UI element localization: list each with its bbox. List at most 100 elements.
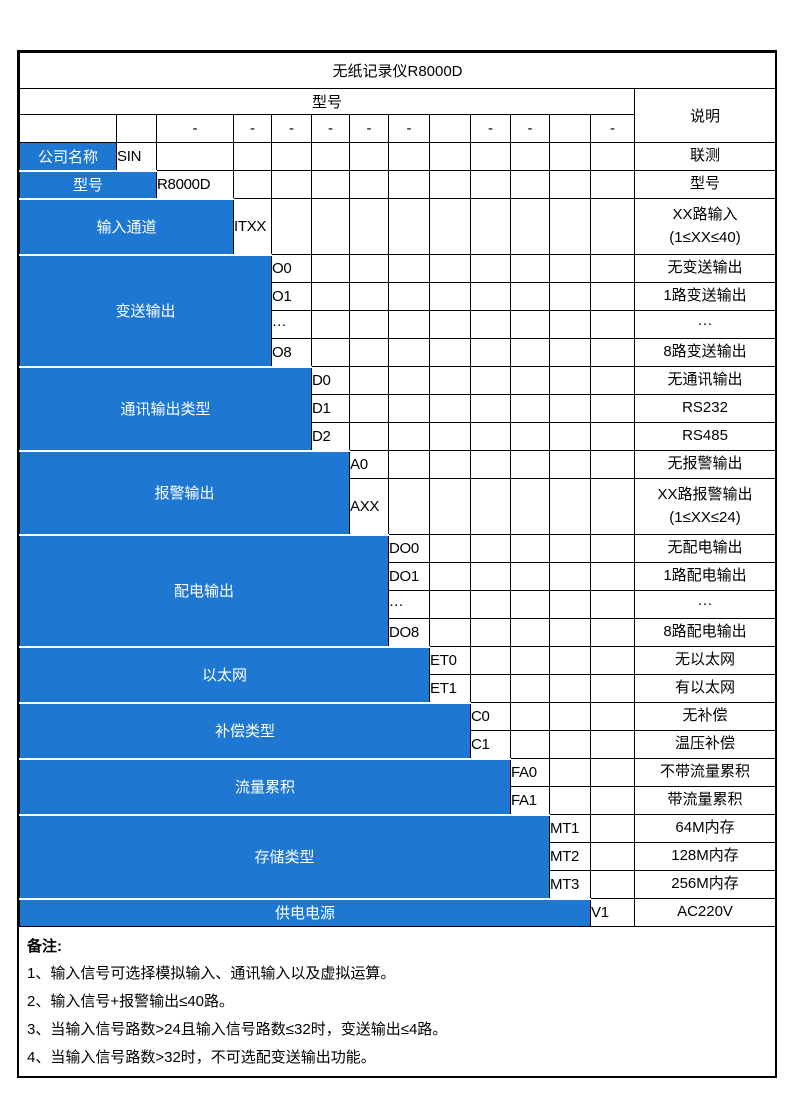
empty-cell	[590, 562, 635, 591]
empty-cell	[429, 450, 471, 479]
empty-cell	[233, 170, 272, 199]
empty-cell	[470, 590, 511, 619]
table-row: 流量累积 FA0 不带流量累积	[19, 757, 777, 815]
empty-cell	[590, 870, 635, 899]
empty-cell	[429, 590, 471, 619]
empty-cell	[271, 170, 312, 199]
empty-cell	[429, 562, 471, 591]
notes-title: 备注:	[27, 938, 62, 955]
table-row: 型号 说明	[19, 88, 777, 143]
section-label: 存储类型	[19, 813, 550, 899]
desc-cell: XX路输入 (1≤XX≤40)	[633, 198, 777, 255]
table-row: 配电输出 DO0 无配电输出	[19, 533, 777, 647]
table-row: D2 RS485	[20, 422, 777, 451]
empty-cell	[590, 422, 635, 451]
empty-cell	[549, 562, 591, 591]
empty-cell	[549, 758, 591, 787]
section-label: 型号	[19, 169, 157, 199]
empty-cell	[510, 198, 550, 255]
empty-cell	[429, 282, 471, 311]
empty-cell	[510, 142, 550, 171]
empty-cell	[510, 646, 550, 675]
empty-cell	[470, 618, 511, 647]
desc-cell: 8路配电输出	[633, 618, 777, 647]
dash-cell: -	[233, 114, 272, 143]
table-row: 报警输出 A0 无报警输出	[19, 449, 777, 535]
empty-cell	[470, 142, 511, 171]
empty-cell	[510, 450, 550, 479]
empty-cell	[510, 170, 550, 199]
empty-cell	[549, 786, 591, 815]
empty-cell	[470, 562, 511, 591]
empty-cell	[429, 534, 471, 563]
empty-cell	[590, 842, 635, 871]
spec-sheet: 无纸记录仪R8000D 型号 说明 - - - - - - - - - 公司名称 SIN 联测 型号 R8000…	[17, 50, 777, 1078]
empty-cell	[349, 366, 389, 395]
empty-cell	[510, 702, 550, 731]
empty-cell	[388, 450, 430, 479]
empty-cell	[311, 282, 350, 311]
section-label: 补偿类型	[19, 701, 471, 759]
empty-cell	[388, 478, 430, 535]
empty-cell	[429, 422, 471, 451]
table-row: 供电电源 V1 AC220V	[19, 897, 777, 927]
table-body: 无纸记录仪R8000D 型号 说明 - - - - - - - - - 公司名称 SIN 联测 型号 R8000…	[18, 52, 777, 927]
section-label: 配电输出	[19, 533, 389, 647]
empty-cell	[311, 198, 350, 255]
code-cell: A0	[349, 450, 389, 479]
empty-cell	[388, 254, 430, 283]
code-cell: ···	[271, 310, 312, 339]
section-label: 供电电源	[19, 897, 591, 927]
empty-cell	[510, 478, 550, 535]
empty-cell	[590, 366, 635, 395]
empty-cell	[388, 282, 430, 311]
empty-cell	[549, 254, 591, 283]
table-row: 以太网 ET0 无以太网	[19, 645, 777, 703]
table-row: AXX XX路报警输出 (1≤XX≤24)	[20, 478, 777, 535]
desc-cell: 256M内存	[633, 870, 777, 899]
empty-cell	[590, 730, 635, 759]
empty-cell	[429, 618, 471, 647]
empty-cell	[549, 618, 591, 647]
section-label: 以太网	[19, 645, 430, 703]
empty-cell	[470, 646, 511, 675]
empty-cell	[156, 142, 234, 171]
empty-cell	[388, 338, 430, 367]
table-row: 型号 R8000D 型号	[19, 169, 777, 199]
empty-cell	[429, 366, 471, 395]
table-row: MT3 256M内存	[20, 870, 777, 899]
desc-cell: 型号	[633, 170, 777, 199]
desc-cell: 无变送输出	[633, 254, 777, 283]
empty-cell	[510, 730, 550, 759]
table-row: ET1 有以太网	[20, 674, 777, 703]
empty-cell	[388, 198, 430, 255]
empty-cell	[311, 254, 350, 283]
empty-cell	[510, 618, 550, 647]
empty-cell	[590, 646, 635, 675]
table-row: 变送输出 O0 无变送输出	[19, 253, 777, 367]
empty-cell	[510, 534, 550, 563]
empty-cell	[510, 590, 550, 619]
empty-cell	[549, 114, 591, 143]
desc-cell: 8路变送输出	[633, 338, 777, 367]
section-label: 流量累积	[19, 757, 511, 815]
empty-cell	[429, 394, 471, 423]
empty-cell	[388, 366, 430, 395]
notes-list: 1、输入信号可选择模拟输入、通讯输入以及虚拟运算。 2、输入信号+报警输出≤40路…	[27, 960, 765, 1072]
code-cell: ITXX	[233, 198, 272, 255]
empty-cell	[590, 170, 635, 199]
desc-cell: 64M内存	[633, 814, 777, 843]
desc-cell: 无通讯输出	[633, 366, 777, 395]
dash-cell: -	[156, 114, 234, 143]
empty-cell	[590, 814, 635, 843]
desc-cell: 1路配电输出	[633, 562, 777, 591]
empty-cell	[549, 450, 591, 479]
empty-cell	[470, 310, 511, 339]
empty-cell	[470, 254, 511, 283]
empty-cell	[349, 142, 389, 171]
empty-cell	[311, 310, 350, 339]
empty-cell	[510, 562, 550, 591]
code-cell: D1	[311, 394, 350, 423]
empty-cell	[388, 310, 430, 339]
